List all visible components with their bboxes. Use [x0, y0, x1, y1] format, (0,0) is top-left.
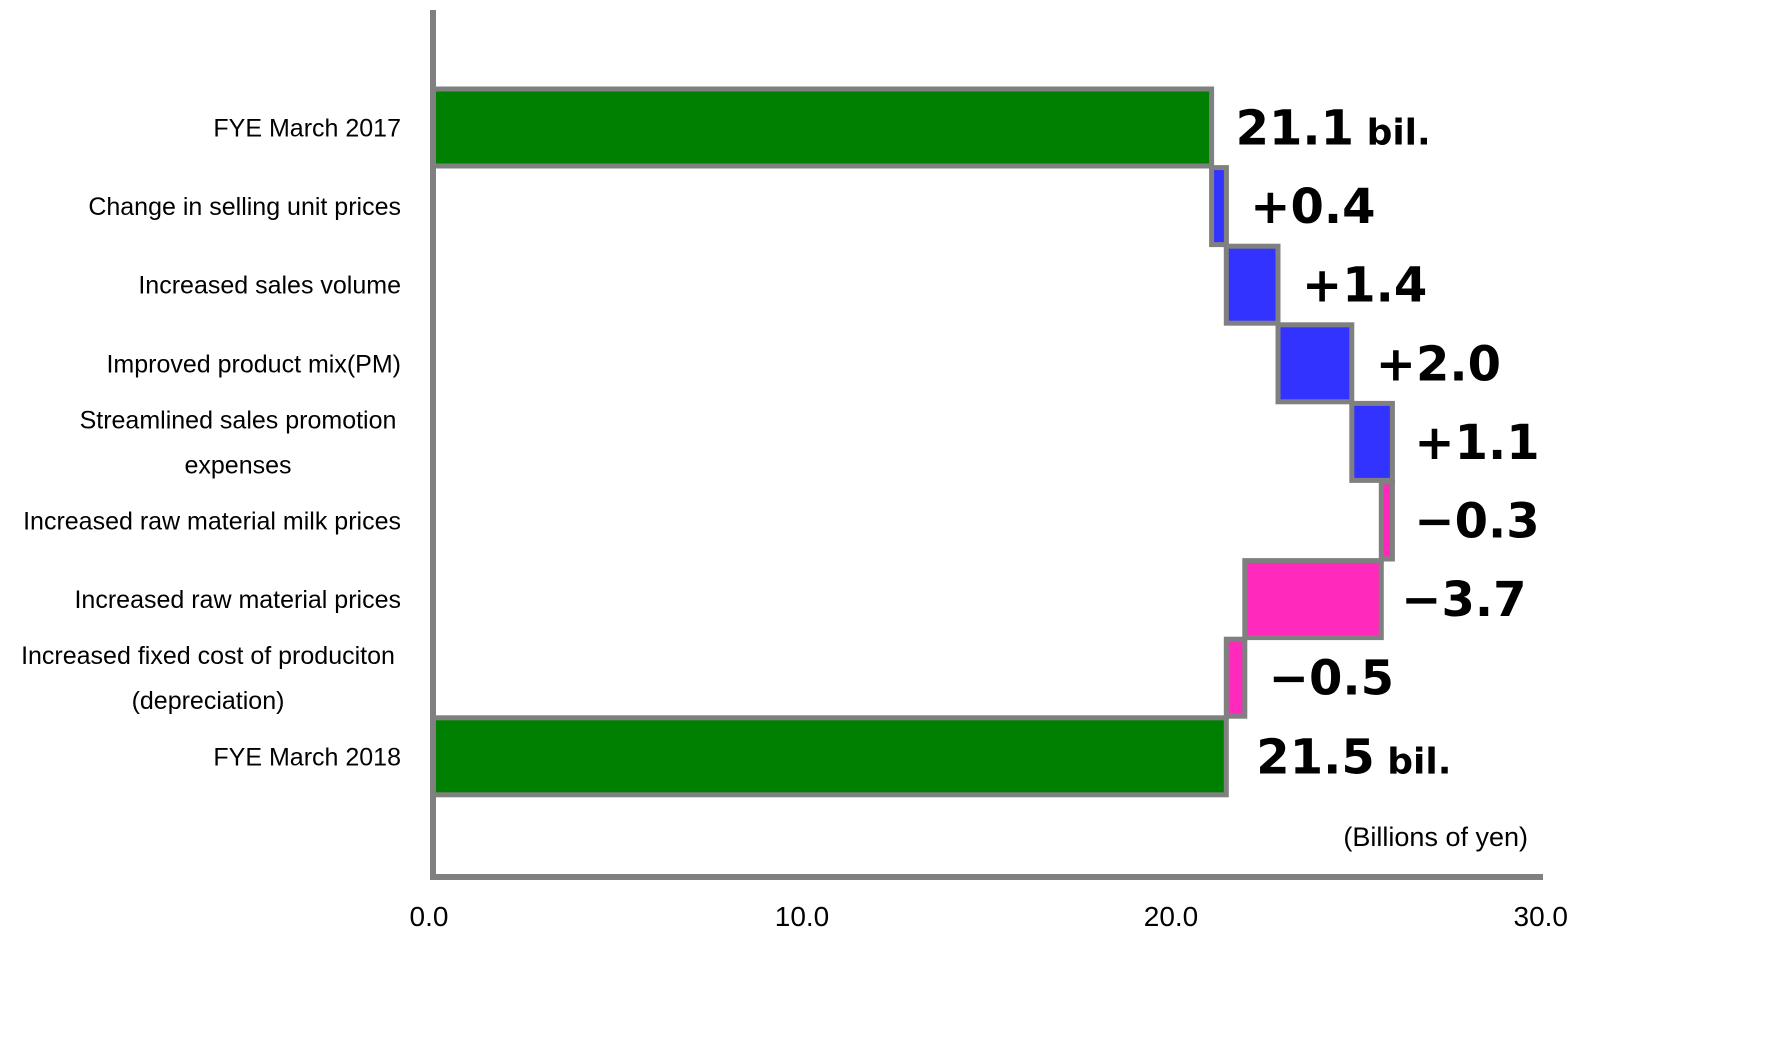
- bar-decrease-7: [1242, 558, 1384, 641]
- category-label: Increased fixed cost of produciton: [21, 642, 395, 670]
- category-label: FYE March 2018: [213, 743, 401, 771]
- bar-increase-4: [1275, 322, 1355, 405]
- data-label-8: −0.5: [1269, 651, 1394, 707]
- bar-increase-5: [1349, 400, 1395, 483]
- x-tick-label: 0.0: [410, 901, 449, 932]
- data-label-6: −0.3: [1414, 494, 1539, 550]
- axes-group: [430, 10, 1543, 880]
- bar-total-1: [430, 86, 1215, 169]
- data-label-1: 21.1 bil.: [1236, 101, 1431, 157]
- bar-decrease-6: [1378, 479, 1395, 562]
- tick-labels-group: 0.0 10.0 20.0 30.0: [410, 901, 1568, 932]
- category-label: Streamlined sales promotion: [80, 406, 397, 434]
- category-label: Increased raw material prices: [74, 586, 401, 614]
- data-label-7: −3.7: [1401, 572, 1526, 628]
- category-label: Improved product mix(PM): [106, 350, 401, 378]
- data-label-2: +0.4: [1250, 179, 1375, 235]
- data-label-5: +1.1: [1414, 415, 1539, 471]
- data-label-9: 21.5 bil.: [1256, 729, 1451, 785]
- category-label: expenses: [184, 451, 291, 479]
- value-labels-group: 21.1 bil. +0.4 +1.4 +2.0 +1.1 −0.3 −3.7−0.5 21.…: [1236, 101, 1540, 786]
- unit-label: (Billions of yen): [1343, 822, 1528, 852]
- bars-group: [430, 86, 1395, 798]
- bar-increase-3: [1223, 243, 1281, 326]
- category-label: Increased raw material milk prices: [23, 508, 401, 536]
- data-label-3: +1.4: [1302, 258, 1427, 314]
- connectors-group: [1209, 166, 1395, 720]
- bar-total-9: [430, 715, 1229, 798]
- bar-decrease-8: [1223, 636, 1248, 719]
- bar-increase-2: [1209, 165, 1229, 248]
- x-tick-label: 10.0: [775, 901, 830, 932]
- x-tick-label: 30.0: [1514, 901, 1569, 932]
- category-label: FYE March 2017: [213, 115, 401, 143]
- category-labels-group: FYE March 2017 Change in selling unit pri…: [21, 115, 401, 772]
- x-tick-label: 20.0: [1144, 901, 1199, 932]
- data-label-4: +2.0: [1376, 336, 1501, 392]
- category-label: Change in selling unit prices: [88, 193, 401, 221]
- category-label: Increased sales volume: [138, 272, 401, 300]
- category-label: (depreciation): [132, 687, 285, 715]
